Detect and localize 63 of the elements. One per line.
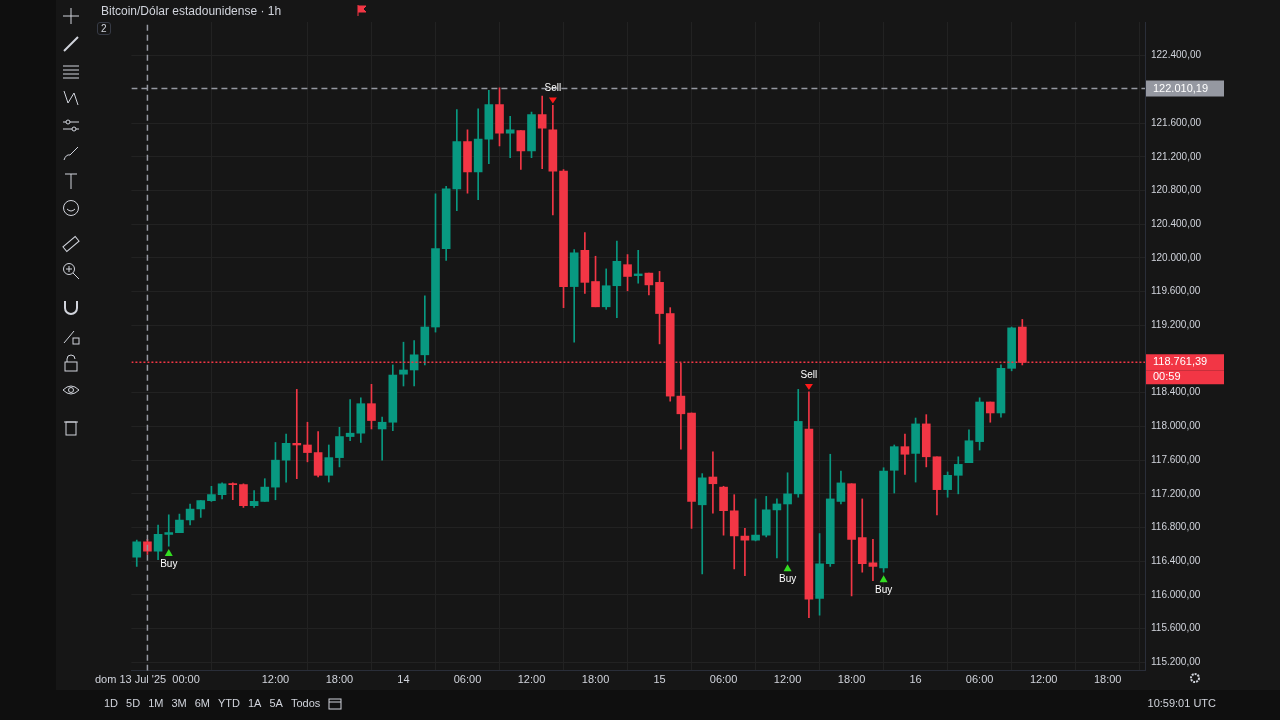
text: 1D [104, 697, 119, 709]
text: 10:59:01 UTC [1147, 697, 1216, 709]
ref-line-label: 118.761,39 [1153, 355, 1208, 368]
x-tick-label: 14 [397, 673, 410, 686]
y-tick-label: 116.000,00 [1151, 588, 1201, 600]
y-tick-label: 118.000,00 [1151, 420, 1201, 432]
x-tick-label: 12:00 [1029, 673, 1058, 686]
text: 3M [171, 697, 187, 709]
x-tick-label: 18:00 [1093, 673, 1122, 686]
text: 6M [194, 697, 210, 709]
y-tick-label: 119.200,00 [1151, 319, 1201, 331]
annotation: Sell [544, 82, 562, 94]
annotation: Sell [800, 368, 818, 380]
x-tick-label: 12:00 [261, 673, 290, 686]
y-tick-label: 115.200,00 [1151, 656, 1201, 668]
x-tick-label: 16 [909, 673, 922, 686]
text: YTD [217, 697, 240, 709]
text: Todos [290, 697, 321, 709]
candlestick [633, 250, 643, 284]
y-tick-label: 120.000,00 [1151, 251, 1202, 263]
text: 00:59 [1153, 370, 1181, 383]
candlestick [900, 433, 910, 475]
candlestick [537, 95, 547, 169]
x-tick-label: dom 13 Jul '25 00:00 [95, 673, 200, 686]
x-tick-label: 06:00 [709, 673, 738, 686]
x-tick-label: 12:00 [773, 673, 802, 686]
candlestick [228, 482, 238, 501]
y-tick-label: 120.400,00 [1151, 217, 1202, 229]
annotation: Buy [160, 557, 178, 569]
y-tick-label: 121.200,00 [1151, 150, 1202, 162]
candlestick [164, 514, 174, 547]
y-tick-label: 121.600,00 [1151, 116, 1202, 128]
candlestick [505, 116, 515, 158]
x-tick-label: 15 [653, 673, 666, 686]
annotation: Buy [778, 573, 797, 585]
y-tick-label: 115.600,00 [1151, 622, 1201, 634]
text: 1M [148, 697, 164, 709]
x-tick-label: 18:00 [837, 673, 866, 686]
text: 5D [126, 697, 141, 709]
candlestick [345, 399, 355, 442]
x-tick-label: 06:00 [453, 673, 482, 686]
annotation: Buy [874, 583, 893, 595]
x-tick-label: 18:00 [581, 673, 610, 686]
x-tick-label: 12:00 [517, 673, 546, 686]
y-tick-label: 122.400,00 [1151, 49, 1202, 61]
y-tick-label: 119.600,00 [1151, 285, 1201, 297]
y-tick-label: 117.200,00 [1151, 487, 1201, 499]
y-tick-label: 116.400,00 [1151, 555, 1201, 567]
candlestick [292, 389, 302, 480]
text: 1A [247, 697, 262, 709]
y-tick-label: 118.400,00 [1151, 386, 1201, 398]
ref-line-label: 122.010,19 [1153, 81, 1209, 94]
x-tick-label: 18:00 [325, 673, 354, 686]
candlestick [868, 539, 878, 581]
x-tick-label: 06:00 [965, 673, 994, 686]
candlestick [249, 490, 259, 508]
y-tick-label: 120.800,00 [1151, 184, 1202, 196]
chart-title: Bitcoin/Dólar estadounidense · 1h [101, 4, 282, 18]
candlestick [740, 528, 750, 576]
y-tick-label: 117.600,00 [1151, 453, 1201, 465]
text: 5A [269, 697, 283, 709]
text: 2 [97, 22, 111, 35]
y-tick-label: 116.800,00 [1151, 521, 1201, 533]
